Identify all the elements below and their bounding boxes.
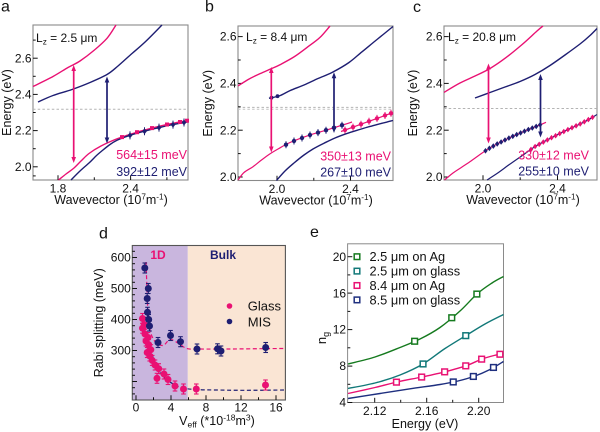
svg-text:8: 8 (339, 359, 346, 373)
svg-text:Wavevector (107m-1): Wavevector (107m-1) (466, 193, 580, 208)
svg-text:2.5 μm on Ag: 2.5 μm on Ag (370, 249, 446, 264)
svg-text:Lz = 8.4 μm: Lz = 8.4 μm (246, 30, 307, 46)
svg-text:2.4: 2.4 (426, 77, 443, 91)
svg-text:2.4: 2.4 (549, 181, 566, 195)
svg-text:2.4: 2.4 (15, 88, 32, 102)
svg-text:2.0: 2.0 (220, 170, 237, 184)
svg-text:d: d (99, 226, 108, 243)
svg-text:Wavevector (107m-1): Wavevector (107m-1) (259, 193, 373, 208)
svg-text:Glass: Glass (248, 299, 282, 314)
svg-text:2.2: 2.2 (15, 124, 32, 138)
svg-text:2.16: 2.16 (415, 404, 439, 418)
svg-text:500: 500 (111, 282, 131, 296)
svg-text:Rabi splitting (meV): Rabi splitting (meV) (92, 268, 106, 377)
svg-text:12: 12 (333, 323, 347, 337)
svg-text:1D: 1D (150, 248, 166, 262)
svg-text:2.4: 2.4 (220, 77, 237, 91)
svg-text:b: b (205, 0, 214, 16)
svg-text:1.8: 1.8 (50, 181, 67, 195)
svg-text:392±12 meV: 392±12 meV (116, 165, 187, 179)
svg-text:2.0: 2.0 (15, 160, 32, 174)
svg-text:2.2: 2.2 (426, 123, 443, 137)
svg-text:255±10 meV: 255±10 meV (518, 165, 589, 179)
svg-text:8: 8 (203, 401, 210, 415)
svg-text:600: 600 (111, 251, 131, 265)
svg-text:330±12 meV: 330±12 meV (518, 149, 589, 163)
svg-text:267±10 meV: 267±10 meV (320, 166, 391, 180)
svg-text:2.0: 2.0 (475, 181, 492, 195)
svg-text:350±13 meV: 350±13 meV (320, 150, 391, 164)
svg-text:8.4 μm on Ag: 8.4 μm on Ag (370, 278, 446, 293)
svg-text:2.5 μm on glass: 2.5 μm on glass (370, 264, 461, 279)
svg-text:Bulk: Bulk (210, 248, 236, 262)
svg-text:Wavevector (107m-1): Wavevector (107m-1) (54, 193, 168, 208)
svg-text:Energy (eV): Energy (eV) (201, 70, 215, 137)
svg-text:Veff (*10-18m3): Veff (*10-18m3) (179, 413, 255, 430)
svg-text:2.20: 2.20 (467, 404, 491, 418)
svg-text:12: 12 (234, 401, 248, 415)
svg-text:c: c (413, 0, 421, 16)
svg-text:400: 400 (111, 313, 131, 327)
svg-text:2.0: 2.0 (269, 182, 286, 196)
svg-text:Lz = 20.8 μm: Lz = 20.8 μm (448, 30, 516, 46)
svg-text:2.12: 2.12 (363, 404, 387, 418)
svg-text:2.4: 2.4 (342, 182, 359, 196)
svg-text:564±15 meV: 564±15 meV (116, 148, 187, 162)
svg-text:300: 300 (111, 344, 131, 358)
svg-text:Energy (eV): Energy (eV) (0, 69, 14, 136)
svg-text:e: e (310, 224, 319, 241)
svg-text:Energy (eV): Energy (eV) (392, 417, 459, 431)
svg-text:MIS: MIS (248, 314, 271, 329)
svg-text:Energy (eV): Energy (eV) (406, 70, 420, 137)
svg-text:4: 4 (168, 401, 175, 415)
svg-text:0: 0 (133, 401, 140, 415)
svg-text:20: 20 (333, 250, 347, 264)
svg-text:Lz = 2.5 μm: Lz = 2.5 μm (36, 31, 97, 47)
svg-text:16: 16 (333, 286, 347, 300)
svg-text:8.5 μm on glass: 8.5 μm on glass (370, 292, 461, 307)
svg-text:16: 16 (269, 401, 283, 415)
svg-text:2.0: 2.0 (426, 170, 443, 184)
svg-text:2.6: 2.6 (220, 30, 237, 44)
svg-text:2.6: 2.6 (426, 30, 443, 44)
svg-text:2.4: 2.4 (122, 181, 139, 195)
svg-text:4: 4 (339, 396, 346, 410)
svg-text:a: a (1, 0, 10, 16)
svg-text:2.2: 2.2 (220, 123, 237, 137)
svg-text:2.6: 2.6 (15, 51, 32, 65)
